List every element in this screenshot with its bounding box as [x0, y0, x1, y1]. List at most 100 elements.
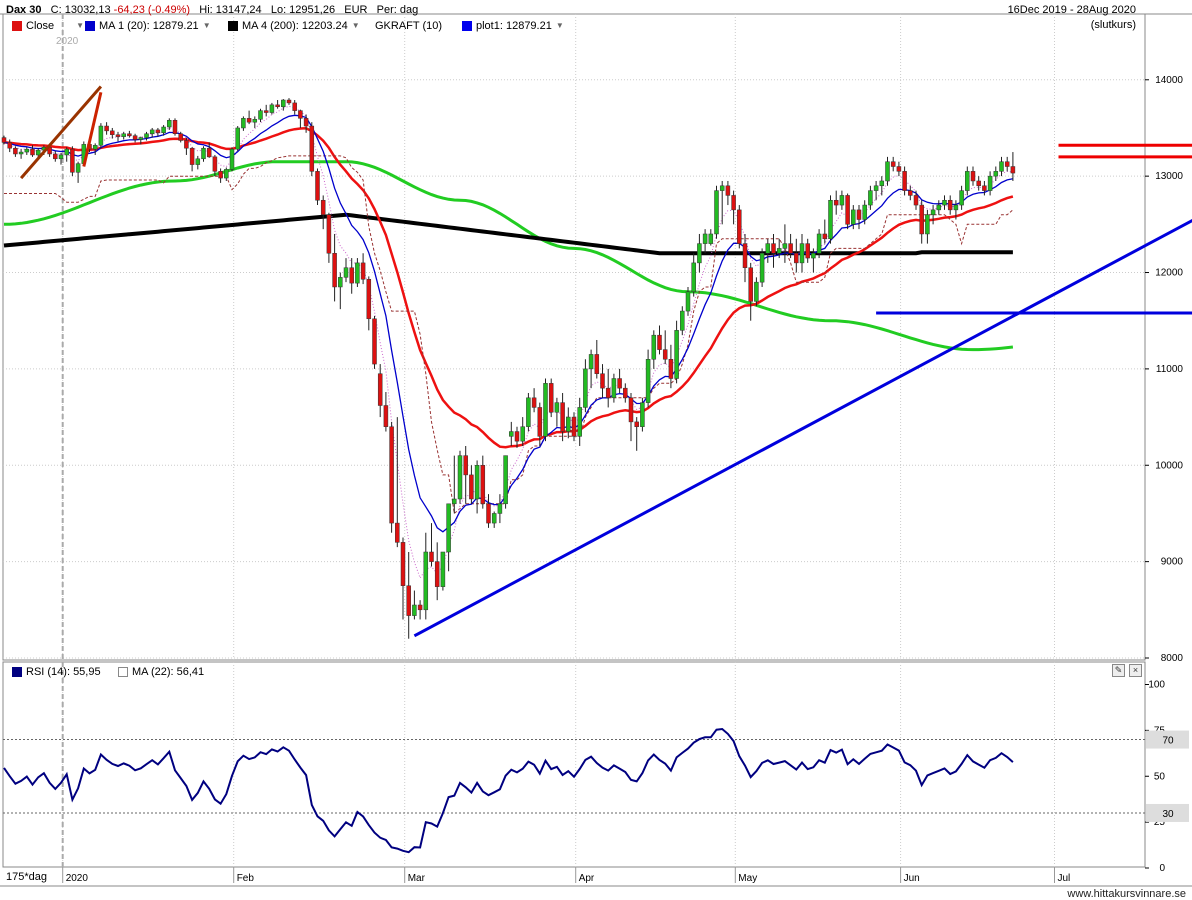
candle-body [104, 125, 109, 132]
time-tick-label: Mar [408, 873, 426, 884]
candle-body [201, 147, 206, 160]
legend-close[interactable]: Close ▼ [12, 19, 84, 32]
candle-body [947, 199, 953, 211]
candle-body [263, 110, 269, 113]
period[interactable]: Per: dag [376, 4, 419, 16]
candle-body [161, 126, 166, 134]
candle-body [719, 185, 725, 191]
legend-gkraft-label: GKRAFT (10) [375, 19, 443, 32]
candle-body [856, 209, 862, 220]
trend-line [82, 91, 103, 167]
candle-body [206, 147, 212, 158]
candle-body [839, 195, 845, 206]
candle-body [862, 204, 867, 220]
candle-body [816, 233, 822, 254]
chevron-down-icon[interactable]: ▼ [351, 21, 360, 30]
candle-body [794, 252, 799, 264]
candle-body [241, 118, 246, 129]
candle-body [167, 120, 172, 128]
range-label[interactable]: 175*dag [6, 871, 47, 883]
candle-body [965, 171, 970, 191]
candle-body [577, 407, 582, 437]
candle-body [224, 169, 229, 179]
time-tick-label: 2020 [66, 873, 89, 884]
candle-body [440, 551, 446, 587]
candle-body [833, 199, 839, 206]
candle-body [908, 190, 913, 196]
legend-rsi[interactable]: RSI (14): 55,95 [12, 665, 101, 678]
candle-body [953, 204, 959, 211]
candle-body [685, 291, 691, 312]
candle-body [674, 330, 679, 379]
time-tick-label: Jul [1058, 873, 1071, 884]
candle-body [355, 262, 360, 284]
wrench-icon[interactable]: ✎ [1112, 664, 1125, 677]
legend-rsi-ma[interactable]: MA (22): 56,41 [118, 665, 204, 678]
symbol-name: Dax 30 [6, 4, 42, 16]
close-icon[interactable]: × [1129, 664, 1142, 677]
price-tick-label: 10000 [1155, 460, 1183, 471]
rsi-line [3, 727, 1014, 854]
candle-body [514, 431, 520, 442]
candle-body [389, 426, 394, 524]
chevron-down-icon[interactable]: ▼ [76, 21, 85, 30]
candle-body [138, 137, 144, 140]
time-tick-label: Apr [579, 873, 595, 884]
price-tick-label: 14000 [1155, 75, 1183, 86]
legend-ma200[interactable]: MA 4 (200): 12203.24 ▼ [228, 19, 360, 32]
chevron-down-icon[interactable]: ▼ [202, 21, 211, 30]
candle-body [617, 378, 622, 389]
candle-body [936, 204, 942, 211]
candle-body [548, 383, 554, 413]
candle-body [754, 281, 759, 302]
candle-body [281, 99, 286, 108]
candle-body [560, 402, 565, 432]
candle-body [178, 133, 183, 141]
candle-body [896, 166, 902, 172]
candle-body [782, 243, 788, 249]
candle-body [737, 209, 742, 244]
candle-body [805, 243, 810, 259]
candle-body [799, 243, 805, 264]
rsi-level-label: 30 [1162, 809, 1174, 820]
candle-body [469, 474, 474, 500]
currency: EUR [344, 4, 368, 16]
time-tick-label: May [738, 873, 757, 884]
candle-body [172, 120, 178, 134]
legend-plot1[interactable]: plot1: 12879.21 ▼ [462, 19, 564, 32]
candle-body [298, 110, 303, 119]
ma20-line [3, 114, 1014, 533]
candle-body [480, 465, 486, 505]
candle-body [252, 119, 258, 123]
candle-body [520, 426, 525, 442]
candle-body [229, 148, 235, 170]
candle-body [452, 498, 457, 505]
candle-body [913, 195, 919, 206]
legend-gkraft[interactable]: GKRAFT (10) [375, 19, 442, 32]
candle-body [132, 135, 138, 140]
candle-body [320, 199, 326, 215]
year-label: 2020 [56, 36, 79, 47]
chevron-down-icon[interactable]: ▼ [555, 21, 564, 30]
candle-body [332, 252, 337, 288]
candle-body [53, 153, 58, 160]
candle-body [628, 397, 634, 423]
candle-body [343, 267, 349, 278]
candle-body [417, 604, 423, 611]
candle-body [395, 522, 400, 543]
candle-body [58, 154, 64, 160]
candle-body [868, 190, 873, 206]
candle-body [583, 368, 588, 408]
price-type: (slutkurs) [1090, 19, 1136, 31]
candle-body [509, 431, 514, 437]
candle-body [35, 149, 41, 156]
watermark: www.hittakursvinnare.se [1067, 888, 1186, 900]
candle-body [537, 407, 543, 437]
candle-body [611, 378, 617, 399]
candle-body [1004, 161, 1010, 167]
legend-ma20[interactable]: MA 1 (20): 12879.21 ▼ [85, 19, 211, 32]
candle-body [412, 604, 417, 616]
trend-line [413, 218, 1192, 638]
candle-body [212, 156, 218, 172]
candle-body [851, 209, 856, 225]
